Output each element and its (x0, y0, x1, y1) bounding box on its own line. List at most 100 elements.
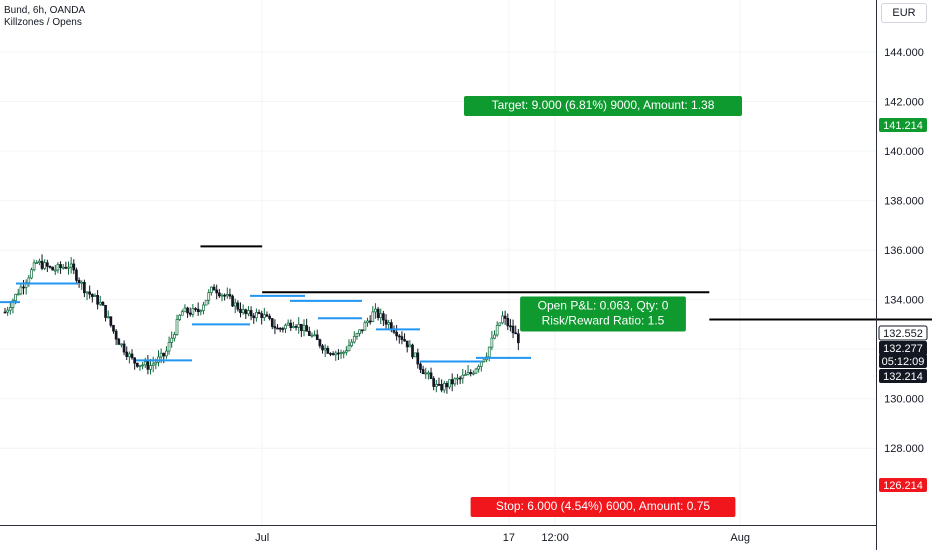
candle-body (135, 362, 139, 367)
candle-body (249, 310, 253, 317)
candle-body (32, 262, 36, 271)
stop-badge: Stop: 6.000 (4.54%) 6000, Amount: 0.75 (470, 497, 736, 517)
candle-body (173, 334, 176, 339)
candle-body (326, 347, 330, 354)
chart-legend: Bund, 6h, OANDA Killzones / Opens (4, 5, 85, 29)
candle-body (437, 383, 441, 386)
y-tick-label: 128.000 (884, 443, 924, 455)
candle-body (477, 366, 481, 370)
candle-body (461, 374, 465, 379)
candle-body (456, 377, 459, 380)
candle-body (38, 260, 41, 263)
price-tag-text: 141.214 (883, 120, 923, 132)
candle-body (278, 327, 282, 330)
candle-body (429, 372, 433, 379)
candle-body (183, 307, 187, 313)
candle-body (220, 294, 224, 297)
candle-body (122, 343, 126, 353)
candle-body (419, 363, 422, 370)
candle-body (323, 347, 327, 351)
candle-body (374, 308, 377, 313)
price-tag-stop (879, 478, 927, 492)
candle-body (413, 352, 417, 358)
candle-body (247, 310, 250, 315)
candle-body (244, 309, 248, 315)
candle-body (61, 266, 65, 269)
candle-body (474, 368, 478, 374)
price-tag-text: 132.552 (883, 328, 923, 340)
pnl-badge-bg (520, 296, 686, 332)
candle-body (339, 352, 343, 354)
target-badge-bg (464, 96, 742, 116)
candle-body (101, 301, 105, 306)
candle-body (162, 352, 166, 357)
candle-body (395, 331, 398, 337)
candle-body (440, 384, 443, 391)
candle-body (178, 314, 181, 320)
candle-body (509, 325, 512, 328)
candle-body (75, 269, 78, 281)
candle-body (294, 326, 298, 328)
candle-body (236, 302, 240, 310)
candle-body (260, 313, 264, 318)
indicator-title[interactable]: Killzones / Opens (4, 17, 82, 28)
candle-body (387, 322, 391, 325)
candle-body (284, 324, 287, 329)
candle-body (352, 336, 356, 343)
open-lines[interactable] (200, 245, 932, 321)
candle-body (231, 295, 234, 307)
candle-body (307, 330, 311, 336)
candle-body (128, 353, 131, 357)
candle-body (112, 325, 115, 332)
y-tick-label: 140.000 (884, 146, 924, 158)
candle-body (453, 378, 457, 385)
y-tick-label: 134.000 (884, 295, 924, 307)
candle-body (382, 313, 385, 321)
y-tick-label: 142.000 (884, 97, 924, 109)
candle-body (27, 277, 31, 283)
candle-body (53, 269, 57, 272)
candle-body (342, 351, 346, 354)
candle-body (196, 308, 200, 313)
candle-body (347, 345, 351, 352)
candle-body (109, 316, 113, 326)
candle-body (83, 281, 86, 294)
candle-body (225, 294, 229, 297)
candle-body (268, 315, 271, 319)
candle-body (408, 344, 412, 348)
y-tick-label: 136.000 (884, 245, 924, 257)
candle-body (16, 293, 20, 296)
x-tick-label: Aug (730, 532, 750, 544)
candle-body (321, 345, 324, 351)
candle-body (45, 262, 49, 267)
candle-body (305, 325, 309, 332)
stop-badge-text: Stop: 6.000 (4.54%) 6000, Amount: 0.75 (496, 499, 710, 513)
candle-body (59, 264, 62, 269)
candle-body (210, 286, 213, 293)
candle-body (517, 333, 520, 344)
candle-body (19, 286, 23, 295)
candle-body (427, 372, 430, 375)
candle-body (104, 304, 107, 318)
price-tag-last (879, 341, 927, 355)
candle-body (40, 260, 44, 269)
candle-body (281, 328, 285, 330)
price-tag-entry (879, 369, 927, 383)
currency-button[interactable]: EUR (881, 3, 927, 23)
candle-body (482, 359, 486, 362)
candle-body (498, 322, 502, 326)
candle-body (368, 320, 372, 323)
candles (3, 254, 520, 394)
candle-body (199, 310, 203, 313)
x-tick-label: 12:00 (541, 532, 569, 544)
pnl-badge-text: Risk/Reward Ratio: 1.5 (542, 314, 665, 328)
candle-body (302, 325, 306, 332)
candle-body (450, 379, 454, 385)
candle-body (405, 340, 409, 348)
y-tick-label: 138.000 (884, 196, 924, 208)
candle-body (175, 319, 179, 335)
symbol-title[interactable]: Bund, 6h, OANDA (4, 5, 86, 16)
candle-body (313, 334, 316, 337)
killzone-levels[interactable] (0, 282, 531, 363)
